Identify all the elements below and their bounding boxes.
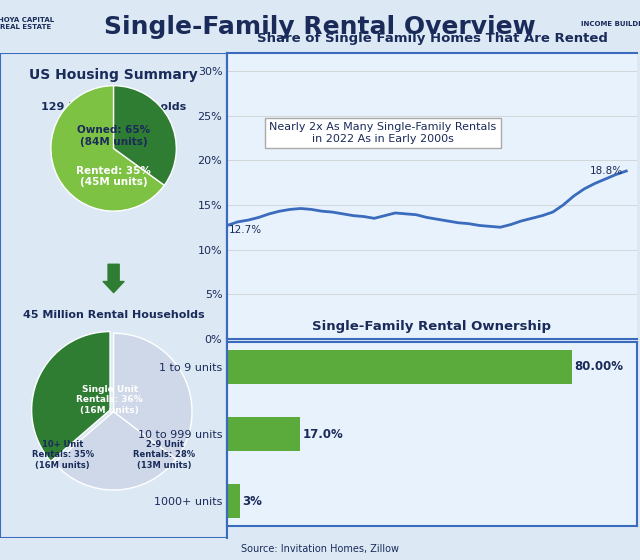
Text: 45 Million Rental Households: 45 Million Rental Households bbox=[23, 310, 204, 320]
Text: Source: Invitation Homes, Zillow: Source: Invitation Homes, Zillow bbox=[241, 544, 399, 554]
Wedge shape bbox=[31, 332, 110, 461]
Wedge shape bbox=[114, 86, 176, 185]
Text: Rented: 35%
(45M units): Rented: 35% (45M units) bbox=[76, 166, 151, 188]
Text: 12.7%: 12.7% bbox=[229, 226, 262, 235]
Text: Single Unit
Rentals: 36%
(16M units): Single Unit Rentals: 36% (16M units) bbox=[76, 385, 143, 415]
Wedge shape bbox=[51, 86, 164, 211]
Bar bbox=[227, 484, 240, 518]
Text: US Housing Summary: US Housing Summary bbox=[29, 68, 198, 82]
Text: HOYA CAPITAL
REAL ESTATE: HOYA CAPITAL REAL ESTATE bbox=[0, 17, 54, 30]
Text: Nearly 2x As Many Single-Family Rentals
in 2022 As in Early 2000s: Nearly 2x As Many Single-Family Rentals … bbox=[269, 123, 497, 144]
Bar bbox=[227, 417, 301, 451]
Text: Owned: 65%
(84M units): Owned: 65% (84M units) bbox=[77, 125, 150, 147]
Bar bbox=[227, 350, 572, 384]
Text: 129 Million Households: 129 Million Households bbox=[41, 102, 186, 111]
Text: 10+ Unit
Rentals: 35%
(16M units): 10+ Unit Rentals: 35% (16M units) bbox=[31, 440, 93, 470]
Text: 3%: 3% bbox=[243, 494, 262, 508]
Text: 80.00%: 80.00% bbox=[574, 360, 623, 374]
Text: 2-9 Unit
Rentals: 28%
(13M units): 2-9 Unit Rentals: 28% (13M units) bbox=[134, 440, 196, 470]
Text: Single-Family Rental Overview: Single-Family Rental Overview bbox=[104, 15, 536, 39]
Title: Single-Family Rental Ownership: Single-Family Rental Ownership bbox=[312, 320, 552, 334]
Text: INCOME BUILDER: INCOME BUILDER bbox=[580, 21, 640, 27]
Text: 17.0%: 17.0% bbox=[303, 427, 344, 441]
Wedge shape bbox=[114, 333, 192, 459]
Title: Share of Single Family Homes That Are Rented: Share of Single Family Homes That Are Re… bbox=[257, 32, 607, 45]
Wedge shape bbox=[54, 412, 176, 490]
Text: 18.8%: 18.8% bbox=[589, 166, 623, 176]
FancyArrowPatch shape bbox=[103, 264, 124, 293]
